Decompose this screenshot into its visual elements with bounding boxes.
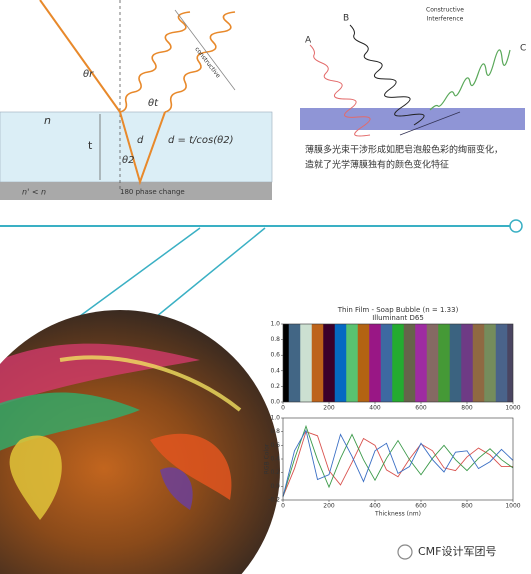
caption: 造就了光学薄膜独有的颜色变化特征	[305, 159, 449, 171]
formula: d = t/cos(θ2)	[168, 135, 233, 146]
color-cell	[438, 324, 451, 402]
color-cell	[369, 324, 382, 402]
wavefront-line	[174, 9, 236, 91]
color-cell	[334, 324, 347, 402]
phase-note: 180 phase change	[120, 188, 185, 196]
refracted-ray	[119, 111, 166, 186]
transmitted-wave	[164, 11, 236, 113]
angle-label: θt	[148, 98, 159, 109]
thickness-label: t	[88, 139, 93, 152]
y-tick-label: 0.2	[270, 469, 280, 476]
y-tick-label: 0.0	[270, 399, 280, 406]
color-cell	[288, 324, 301, 402]
y-tick-label: 0.8	[270, 428, 280, 435]
y-tick-label: 1.0	[270, 321, 280, 328]
swirl	[59, 355, 242, 412]
x-tick-label: 0	[281, 405, 285, 412]
substrate-label: n' < n	[22, 188, 46, 197]
color-cell	[449, 324, 462, 402]
color-cell	[495, 324, 508, 402]
ray-label: C	[520, 44, 526, 54]
series-line	[282, 431, 513, 497]
y-tick-label: 1.0	[270, 415, 280, 422]
color-cell	[472, 324, 485, 402]
diagram-title: Interference	[427, 16, 464, 23]
caption: 薄膜多光束干涉形成如肥皂泡般色彩的绚丽变化，	[305, 144, 503, 156]
y-tick-label: 0.4	[270, 456, 280, 463]
color-cell	[283, 324, 290, 402]
color-cell	[484, 324, 497, 402]
color-cell	[426, 324, 439, 402]
reflection-diagram: constructive θr θt θ2 n t d d = t/cos(θ2…	[0, 0, 273, 200]
path-label: d	[137, 135, 144, 146]
x-tick-label: 400	[369, 405, 381, 412]
y-tick-label: 0.8	[270, 336, 280, 343]
y-tick-label: 0.2	[270, 383, 280, 390]
reflected-wave	[119, 11, 191, 113]
x-tick-label: 0	[281, 503, 285, 510]
swirl	[160, 467, 193, 510]
chart-subtitle: Illuminant D65	[372, 314, 424, 322]
y-tick-label: 0.0	[270, 483, 280, 490]
ray-label: B	[343, 14, 349, 24]
ray-c	[429, 49, 511, 111]
y-tick-label: 0.4	[270, 367, 280, 374]
color-cell	[357, 324, 370, 402]
divider-end	[509, 219, 523, 233]
color-cell	[507, 324, 513, 402]
color-cell	[380, 324, 393, 402]
x-tick-label: 200	[323, 503, 335, 510]
series-line	[282, 429, 514, 497]
ray-label: A	[305, 36, 312, 46]
x-tick-label: 1000	[505, 405, 520, 412]
interference-diagram: Constructive Interference A B C 薄膜多光束干涉形…	[300, 7, 526, 171]
color-cell	[346, 324, 359, 402]
x-tick-label: 200	[323, 405, 335, 412]
x-tick-label: 400	[369, 503, 381, 510]
y-axis-label: RGB Color	[264, 443, 271, 474]
diagram-title: Constructive	[426, 7, 464, 14]
x-axis-label: Thickness (nm)	[374, 511, 421, 518]
swirl	[9, 435, 62, 520]
watermark-icon	[397, 544, 413, 560]
substrate	[0, 182, 272, 200]
charts: Thin Film - Soap Bubble (n = 1.33)Illumi…	[264, 306, 521, 518]
color-cell	[392, 324, 405, 402]
swirl	[0, 392, 140, 470]
ray-a	[309, 44, 371, 137]
y-tick-label: -0.2	[268, 497, 280, 504]
x-tick-label: 600	[415, 405, 427, 412]
y-tick-label: 0.6	[270, 442, 280, 449]
color-cell	[461, 324, 474, 402]
color-cell	[415, 324, 428, 402]
medium-label: n	[44, 114, 51, 127]
watermark: CMF设计军团号	[418, 545, 497, 558]
path-arrow	[399, 111, 461, 136]
plot-area	[283, 418, 513, 500]
color-cell	[300, 324, 313, 402]
soap-bubble	[0, 310, 280, 574]
color-cell	[403, 324, 416, 402]
angle-label: θ2	[122, 155, 134, 166]
projection-line	[139, 227, 266, 331]
plot-frame	[282, 323, 514, 403]
ray-b	[349, 24, 425, 126]
x-tick-label: 600	[415, 503, 427, 510]
y-tick-label: 0.6	[270, 352, 280, 359]
x-tick-label: 1000	[505, 503, 520, 510]
incident-ray	[39, 0, 121, 113]
air	[0, 0, 272, 112]
color-cell	[311, 324, 324, 402]
x-tick-label: 800	[461, 503, 473, 510]
swirl	[150, 433, 232, 500]
color-cell	[323, 324, 336, 402]
film	[300, 108, 525, 130]
angle-label: θr	[83, 69, 94, 80]
x-tick-label: 800	[461, 405, 473, 412]
chart-title: Thin Film - Soap Bubble (n = 1.33)	[337, 306, 459, 314]
